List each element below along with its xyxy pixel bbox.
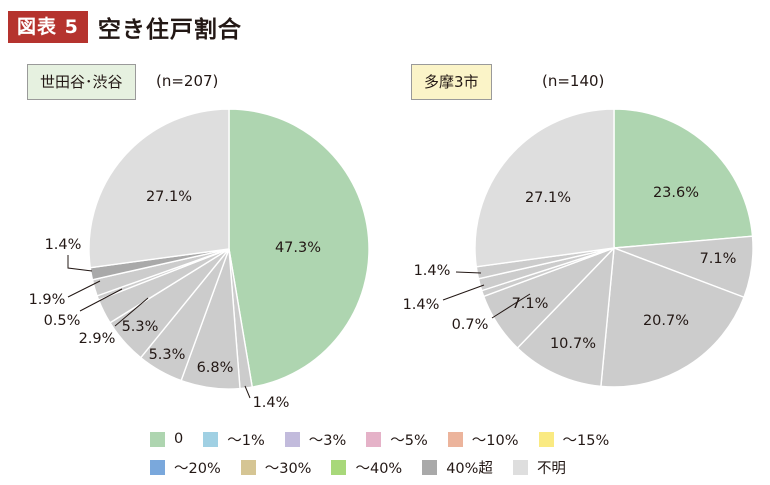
legend-item: ～40% [331, 457, 402, 478]
pie-slice [88, 108, 230, 269]
figure-title-row: 図表 5 空き住戸割合 [8, 10, 242, 44]
legend-label: ～10% [471, 432, 519, 449]
legend-swatch [150, 459, 165, 475]
legend-item: ～15% [538, 429, 610, 450]
data-label: 1.4% [253, 395, 290, 411]
legend-item: ～3% [284, 429, 347, 450]
pie-slice [613, 108, 754, 249]
label-leader-line [491, 293, 531, 319]
legend-label: ～20% [174, 460, 221, 477]
pie-slice [516, 246, 615, 388]
label-leader-line [442, 284, 485, 301]
legend-label: ～1% [227, 432, 265, 449]
data-label: 1.4% [403, 297, 440, 313]
legend-label: ～5% [390, 432, 428, 449]
legend-swatch [422, 459, 438, 475]
data-label: 6.8% [197, 360, 234, 376]
legend-item: ～10% [447, 429, 519, 450]
data-label: 2.9% [79, 331, 116, 347]
pie-slice [600, 247, 745, 388]
pie-chart-setagaya-shibuya: 47.3% 1.4% 6.8% 5.3% 5.3% 2.9% 0.5% 1.9% 1.4% 27.… [29, 108, 370, 411]
data-label: 27.1% [525, 190, 571, 206]
data-label: 20.7% [643, 313, 689, 329]
legend-label: ～15% [562, 432, 610, 449]
legend-swatch [150, 431, 165, 447]
data-label: 5.3% [149, 347, 186, 363]
legend: 0 ～1% ～3% ～5% ～10% ～15% ～20% ～30% ～40% 40%超 不明 [150, 425, 710, 481]
data-label: 47.3% [275, 240, 321, 256]
data-label: 27.1% [146, 189, 192, 205]
data-label: 1.4% [414, 263, 451, 279]
legend-swatch [203, 431, 219, 447]
data-label: 7.1% [512, 296, 549, 312]
label-leader-line [67, 280, 101, 298]
label-leader-line [114, 297, 149, 327]
legend-label: 0 [174, 431, 184, 447]
data-label: 1.4% [45, 237, 82, 253]
sample-size-setagaya-shibuya: (n=207) [156, 72, 219, 90]
sample-size-tama-3-cities: (n=140) [542, 72, 605, 90]
legend-item: ～30% [240, 457, 312, 478]
data-label: 0.5% [44, 313, 81, 329]
label-leader-line [67, 255, 93, 272]
legend-item: 不明 [512, 457, 566, 478]
legend-swatch [512, 459, 528, 475]
pie-chart-tama-3-cities: 23.6% 7.1% 20.7% 10.7% 7.1% 0.7% 1.4% 1.4% 27.1% [403, 108, 754, 388]
legend-swatch [447, 431, 463, 447]
chart-title-tama-3-cities: 多摩3市 [411, 64, 492, 100]
data-label: 0.7% [452, 317, 489, 333]
legend-item: 40%超 [422, 457, 493, 478]
legend-row: 0 ～1% ～3% ～5% ～10% ～15% [150, 425, 710, 453]
label-leader-line [455, 271, 482, 274]
label-leader-line [79, 288, 123, 312]
legend-swatch [284, 431, 300, 447]
data-label: 10.7% [550, 336, 596, 352]
legend-item: 0 [150, 431, 183, 447]
label-leader-line [244, 385, 251, 399]
data-label: 7.1% [700, 251, 737, 267]
pie-slice [474, 108, 615, 268]
legend-label: 不明 [536, 460, 566, 477]
data-label: 1.9% [29, 292, 66, 308]
figure-title: 空き住戸割合 [97, 17, 242, 43]
chart-title-setagaya-shibuya: 世田谷･渋谷 [27, 64, 136, 100]
data-label: 23.6% [653, 185, 699, 201]
legend-row: ～20% ～30% ～40% 40%超 不明 [150, 453, 710, 481]
legend-swatch [240, 459, 256, 475]
legend-swatch [366, 431, 382, 447]
legend-swatch [538, 431, 554, 447]
legend-swatch [331, 459, 347, 475]
legend-label: ～3% [308, 432, 347, 449]
legend-item: ～5% [366, 429, 428, 450]
legend-label: 40%超 [446, 460, 493, 477]
figure-number-badge: 図表 5 [8, 11, 88, 43]
data-label: 5.3% [122, 319, 159, 335]
legend-label: ～30% [264, 460, 312, 477]
legend-item: ～20% [150, 457, 221, 478]
legend-item: ～1% [203, 429, 265, 450]
pie-slice [228, 108, 370, 388]
legend-label: ～40% [355, 460, 403, 477]
